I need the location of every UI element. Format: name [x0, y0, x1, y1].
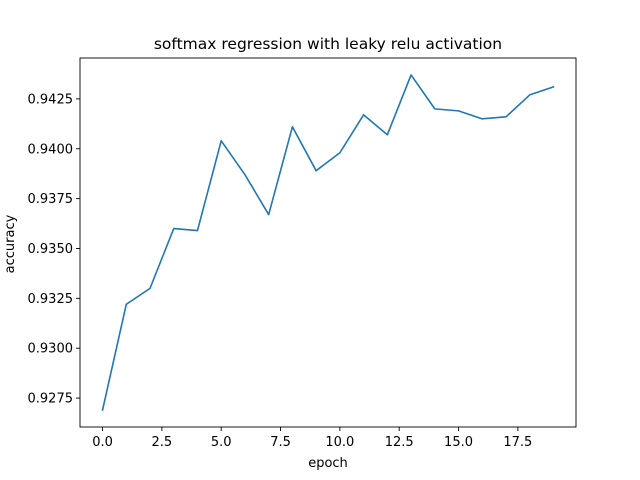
x-tick-label: 10.0 — [325, 435, 354, 450]
plot-area: 0.0 2.5 5.0 7.5 10.0 12.5 15.0 17.5 0.9275 0.9300… — [28, 57, 577, 450]
y-tick-label: 0.9375 — [28, 192, 74, 207]
chart-title: softmax regression with leaky relu activ… — [154, 35, 502, 53]
x-tick-label: 7.5 — [270, 435, 291, 450]
axes-frame — [79, 57, 577, 428]
y-tick-label: 0.9425 — [28, 92, 74, 107]
x-tick-label: 17.5 — [503, 435, 532, 450]
y-tick-label: 0.9350 — [28, 242, 74, 257]
x-tick-label: 0.0 — [92, 435, 113, 450]
series-line — [101, 74, 555, 412]
x-tick-label: 2.5 — [152, 435, 173, 450]
y-tick-label: 0.9300 — [28, 342, 74, 357]
x-tick-label: 15.0 — [444, 435, 473, 450]
y-tick-label: 0.9400 — [28, 142, 74, 157]
x-tick-label: 5.0 — [211, 435, 232, 450]
x-axis-label: epoch — [308, 456, 348, 471]
x-tick-label: 12.5 — [385, 435, 414, 450]
y-tick-label: 0.9325 — [28, 292, 74, 307]
y-tick-label: 0.9275 — [28, 392, 74, 407]
y-axis-label: accuracy — [3, 214, 18, 273]
